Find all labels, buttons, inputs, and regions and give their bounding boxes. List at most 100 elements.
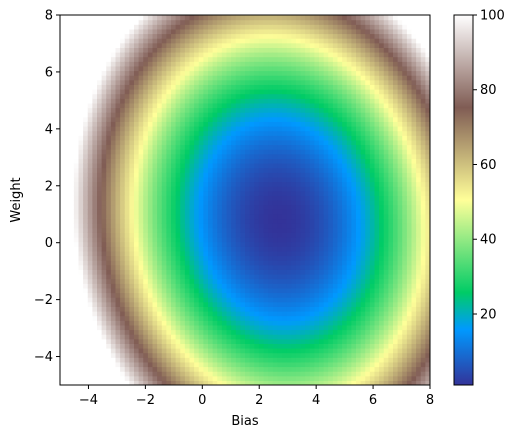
heatmap-cell	[332, 172, 339, 178]
heatmap-cell	[152, 190, 158, 196]
heatmap-cell	[124, 264, 130, 270]
heatmap-cell	[92, 361, 98, 368]
heatmap-cell	[143, 190, 149, 196]
heatmap-cell	[110, 56, 117, 62]
heatmap-cell	[175, 380, 181, 385]
heatmap-cell	[189, 334, 195, 340]
heatmap-cell	[184, 61, 191, 67]
heatmap-cell	[240, 283, 246, 289]
heatmap-cell	[129, 343, 135, 349]
heatmap-cell	[171, 352, 177, 358]
heatmap-cell	[208, 232, 214, 238]
heatmap-cell	[166, 375, 172, 381]
heatmap-cell	[73, 172, 80, 178]
heatmap-cell	[295, 24, 302, 30]
heatmap-cell	[83, 15, 89, 21]
heatmap-cell	[198, 283, 204, 289]
heatmap-cell	[115, 223, 121, 229]
heatmap-cell	[147, 287, 154, 294]
heatmap-cell	[268, 213, 274, 220]
heatmap-cell	[332, 102, 339, 109]
heatmap-cell	[258, 329, 265, 335]
heatmap-cell	[189, 38, 195, 44]
heatmap-cell	[157, 19, 163, 25]
heatmap-cell	[124, 47, 130, 53]
heatmap-cell	[115, 264, 121, 270]
heatmap-cell	[161, 75, 167, 81]
heatmap-cell	[332, 343, 339, 349]
heatmap-cell	[175, 75, 181, 81]
heatmap-cell	[180, 357, 186, 363]
heatmap-cell	[208, 204, 214, 210]
heatmap-cell	[235, 158, 241, 164]
heatmap-cell	[180, 264, 186, 270]
heatmap-cell	[235, 153, 241, 159]
heatmap-cell	[198, 218, 204, 224]
heatmap-cell	[231, 158, 237, 164]
heatmap-cell	[115, 315, 121, 321]
heatmap-cell	[314, 130, 320, 136]
heatmap-cell	[180, 102, 186, 109]
heatmap-cell	[249, 79, 255, 85]
heatmap-cell	[69, 287, 75, 294]
heatmap-cell	[189, 324, 195, 331]
heatmap-cell	[60, 301, 66, 307]
heatmap-cell	[129, 287, 135, 294]
heatmap-cell	[129, 139, 135, 146]
heatmap-cell	[60, 357, 66, 363]
heatmap-cell	[171, 186, 177, 192]
heatmap-cell	[272, 24, 278, 30]
heatmap-cell	[161, 84, 167, 90]
heatmap-cell	[245, 153, 251, 159]
heatmap-cell	[323, 227, 329, 233]
heatmap-cell	[258, 315, 265, 321]
heatmap-cell	[189, 241, 195, 247]
heatmap-cell	[254, 301, 260, 307]
heatmap-cell	[83, 366, 89, 372]
heatmap-cell	[198, 195, 204, 201]
heatmap-cell	[332, 121, 339, 127]
heatmap-cell	[166, 79, 172, 85]
heatmap-cell	[337, 190, 343, 196]
heatmap-cell	[221, 348, 228, 354]
heatmap-cell	[198, 93, 204, 99]
heatmap-cell	[147, 149, 154, 155]
heatmap-cell	[295, 139, 302, 146]
heatmap-cell	[282, 56, 288, 62]
heatmap-cell	[300, 47, 306, 53]
heatmap-cell	[249, 42, 255, 48]
heatmap-cell	[124, 255, 130, 261]
heatmap-cell	[87, 93, 93, 99]
heatmap-cell	[87, 232, 93, 238]
heatmap-cell	[245, 301, 251, 307]
heatmap-cell	[277, 361, 283, 368]
heatmap-cell	[319, 38, 325, 44]
heatmap-cell	[189, 158, 195, 164]
heatmap-cell	[83, 329, 89, 335]
heatmap-cell	[332, 19, 339, 25]
heatmap-cell	[180, 209, 186, 215]
heatmap-cell	[97, 357, 103, 363]
heatmap-cell	[78, 98, 84, 104]
heatmap-cell	[277, 15, 283, 21]
heatmap-cell	[138, 116, 144, 122]
heatmap-cell	[295, 274, 302, 280]
heatmap-cell	[314, 375, 320, 381]
heatmap-cell	[171, 102, 177, 109]
heatmap-cell	[263, 315, 269, 321]
heatmap-cell	[184, 371, 191, 377]
heatmap-cell	[175, 186, 181, 192]
heatmap-cell	[134, 84, 140, 90]
heatmap-cell	[143, 172, 149, 178]
heatmap-cell	[78, 213, 84, 220]
heatmap-cell	[184, 93, 191, 99]
heatmap-cell	[60, 329, 66, 335]
heatmap-cell	[300, 269, 306, 275]
heatmap-cell	[87, 320, 93, 326]
heatmap-cell	[254, 144, 260, 150]
heatmap-cell	[97, 84, 103, 90]
heatmap-cell	[166, 70, 172, 76]
heatmap-cell	[97, 167, 103, 173]
heatmap-cell	[134, 79, 140, 85]
heatmap-cell	[194, 237, 200, 243]
